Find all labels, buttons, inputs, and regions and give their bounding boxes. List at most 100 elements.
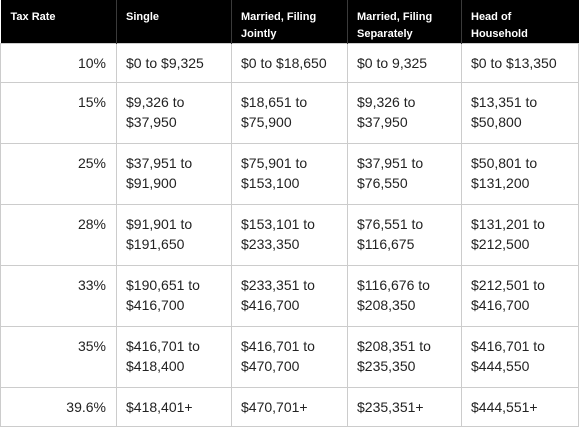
separately-cell: $116,676 to $208,350	[347, 265, 462, 327]
jointly-range-from: $18,651 to	[241, 94, 308, 110]
jointly-cell: $18,651 to $75,900	[231, 82, 348, 144]
header-married-separately-line2: Separately	[357, 28, 413, 40]
household-range-from: $131,201 to	[471, 216, 545, 232]
single-range-from: $37,951 to	[126, 155, 193, 171]
household-range-from: $416,701 to	[471, 338, 545, 354]
single-range-from: $416,701 to	[126, 338, 200, 354]
single-cell: $91,901 to $191,650	[116, 204, 232, 266]
separately-range-from: $37,951 to	[357, 155, 424, 171]
separately-cell: $37,951 to $76,550	[347, 143, 462, 205]
household-range-from: $50,801 to	[471, 155, 538, 171]
tax-rate-value: 28%	[77, 216, 106, 232]
household-range-from: $212,501 to	[471, 277, 545, 293]
jointly-cell: $0 to $18,650	[231, 43, 348, 83]
single-range-to: $91,900	[126, 175, 177, 191]
household-range-to: $416,700	[471, 297, 530, 313]
header-tax-rate: Tax Rate	[0, 0, 117, 44]
single-range-to: $416,700	[126, 297, 185, 313]
household-range-to: $50,800	[471, 114, 522, 130]
table-body: 10% $0 to $9,325 $0 to $18,650 $0 to 9,3…	[0, 43, 579, 427]
single-cell: $190,651 to $416,700	[116, 265, 232, 327]
jointly-range-from: $233,351 to	[241, 277, 315, 293]
header-head-of-household-line1: Head of	[471, 11, 512, 23]
table-header: Tax Rate Single Married, Filing Jointly …	[0, 0, 579, 44]
jointly-range-to: $233,350	[241, 236, 300, 252]
jointly-range-from: $153,101 to	[241, 216, 315, 232]
household-cell: $131,201 to $212,500	[461, 204, 579, 266]
separately-cell: $76,551 to $116,675	[347, 204, 462, 266]
jointly-range-from: $75,901 to	[241, 155, 308, 171]
household-cell: $13,351 to $50,800	[461, 82, 579, 144]
tax-rate-cell: 10%	[0, 43, 117, 83]
household-range: $0 to $13,350	[471, 55, 557, 71]
single-cell: $0 to $9,325	[116, 43, 232, 83]
tax-rate-value: 33%	[77, 277, 106, 293]
separately-range-from: $76,551 to	[357, 216, 424, 232]
household-range-from: $13,351 to	[471, 94, 538, 110]
single-range-to: $418,400	[126, 358, 185, 374]
single-range-from: $91,901 to	[126, 216, 193, 232]
single-range-to: $191,650	[126, 236, 185, 252]
jointly-cell: $233,351 to $416,700	[231, 265, 348, 327]
single-range: $0 to $9,325	[126, 55, 204, 71]
header-single: Single	[116, 0, 232, 44]
jointly-cell: $153,101 to $233,350	[231, 204, 348, 266]
header-married-jointly-line2: Jointly	[241, 28, 277, 40]
jointly-range-to: $153,100	[241, 175, 300, 191]
separately-cell: $9,326 to $37,950	[347, 82, 462, 144]
household-cell: $212,501 to $416,700	[461, 265, 579, 327]
single-cell: $37,951 to $91,900	[116, 143, 232, 205]
separately-cell: $235,351+	[347, 387, 462, 427]
jointly-cell: $75,901 to $153,100	[231, 143, 348, 205]
household-cell: $444,551+	[461, 387, 579, 427]
separately-range-to: $208,350	[357, 297, 416, 313]
jointly-range: $470,701+	[241, 399, 308, 415]
jointly-cell: $416,701 to $470,700	[231, 326, 348, 388]
separately-range-to: $116,675	[357, 236, 415, 252]
separately-range-from: $116,676 to	[357, 277, 430, 293]
jointly-range-to: $416,700	[241, 297, 300, 313]
tax-rate-cell: 28%	[0, 204, 117, 266]
jointly-cell: $470,701+	[231, 387, 348, 427]
separately-range: $235,351+	[357, 399, 424, 415]
table-row: 33% $190,651 to $416,700 $233,351 to $416,…	[0, 265, 579, 327]
household-cell: $50,801 to $131,200	[461, 143, 579, 205]
tax-rate-cell: 35%	[0, 326, 117, 388]
separately-range-to: $235,350	[357, 358, 416, 374]
table-row: 15% $9,326 to $37,950 $18,651 to $75,900 $…	[0, 82, 579, 144]
tax-rate-value: 10%	[77, 55, 106, 71]
header-married-separately-line1: Married, Filing	[357, 11, 433, 23]
header-tax-rate-label: Tax Rate	[10, 11, 56, 23]
header-married-jointly: Married, Filing Jointly	[231, 0, 348, 44]
tax-rate-cell: 25%	[0, 143, 117, 205]
tax-rate-cell: 33%	[0, 265, 117, 327]
separately-cell: $0 to 9,325	[347, 43, 462, 83]
household-range-to: $444,550	[471, 358, 530, 374]
header-married-separately: Married, Filing Separately	[347, 0, 462, 44]
separately-range: $0 to 9,325	[357, 55, 428, 71]
tax-rate-value: 25%	[77, 155, 106, 171]
header-row: Tax Rate Single Married, Filing Jointly …	[0, 0, 579, 44]
single-cell: $9,326 to $37,950	[116, 82, 232, 144]
jointly-range-from: $416,701 to	[241, 338, 315, 354]
tax-rate-cell: 39.6%	[0, 387, 117, 427]
household-cell: $0 to $13,350	[461, 43, 579, 83]
separately-range-from: $9,326 to	[357, 94, 416, 110]
table-row: 35% $416,701 to $418,400 $416,701 to $470,…	[0, 326, 579, 388]
tax-rate-value: 15%	[77, 94, 106, 110]
household-range: $444,551+	[471, 399, 538, 415]
household-cell: $416,701 to $444,550	[461, 326, 579, 388]
household-range-to: $131,200	[471, 175, 530, 191]
separately-cell: $208,351 to $235,350	[347, 326, 462, 388]
single-cell: $418,401+	[116, 387, 232, 427]
table-row: 25% $37,951 to $91,900 $75,901 to $153,100…	[0, 143, 579, 205]
separately-range-to: $37,950	[357, 114, 408, 130]
jointly-range-to: $470,700	[241, 358, 300, 374]
table-row: 28% $91,901 to $191,650 $153,101 to $233,3…	[0, 204, 579, 266]
single-range-from: $190,651 to	[126, 277, 200, 293]
header-head-of-household: Head of Household	[461, 0, 579, 44]
separately-range-from: $208,351 to	[357, 338, 431, 354]
table-row: 39.6% $418,401+ $470,701+ $235,351+ $444…	[0, 387, 579, 427]
header-married-jointly-line1: Married, Filing	[241, 11, 317, 23]
tax-rate-value: 39.6%	[66, 399, 106, 415]
